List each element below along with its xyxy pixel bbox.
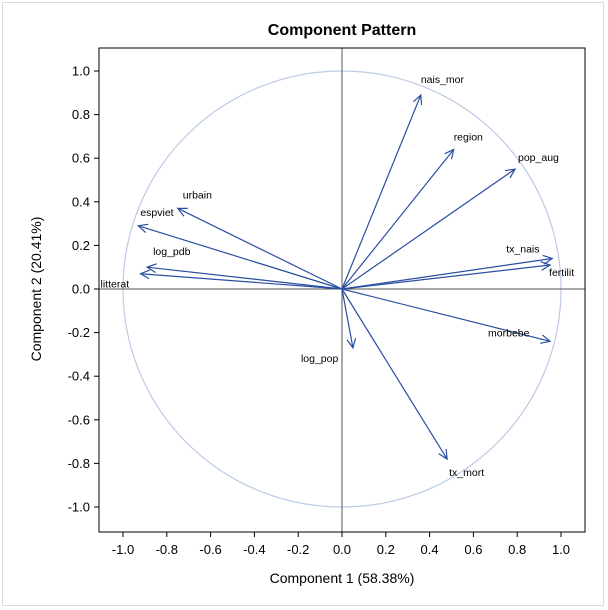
vector-label-espviet: espviet bbox=[140, 207, 173, 219]
x-tick-label: -0.6 bbox=[199, 542, 221, 557]
vector-layer bbox=[137, 93, 554, 461]
y-axis-title: Component 2 (20.41%) bbox=[28, 217, 44, 362]
x-tick-label: 0.4 bbox=[421, 542, 439, 557]
arrowhead-region bbox=[444, 148, 455, 160]
vector-label-tx_nais: tx_nais bbox=[506, 243, 539, 255]
arrowhead-log_pdb bbox=[145, 263, 157, 274]
arrowhead-nais_mor bbox=[413, 93, 423, 105]
x-tick-label: -0.4 bbox=[243, 542, 265, 557]
vector-label-litterat: litterat bbox=[101, 279, 130, 291]
vector-label-tx_mort: tx_mort bbox=[449, 467, 484, 479]
chart-title: Component Pattern bbox=[268, 22, 416, 39]
vector-espviet bbox=[138, 225, 343, 290]
y-tick-label: -1.0 bbox=[68, 500, 90, 515]
y-tick-label: 0.6 bbox=[72, 151, 90, 166]
vector-nais_mor bbox=[341, 94, 422, 290]
vector-label-region: region bbox=[454, 131, 483, 143]
arrowhead-morbebe bbox=[540, 334, 552, 344]
vector-label-morbebe: morbebe bbox=[488, 327, 530, 339]
x-tick-label: -0.2 bbox=[287, 542, 309, 557]
vector-fertilit bbox=[341, 264, 551, 290]
x-axis-title: Component 1 (58.38%) bbox=[270, 570, 415, 586]
y-tick-label: -0.4 bbox=[68, 369, 90, 384]
x-tick-label: 0.8 bbox=[508, 542, 526, 557]
arrowhead-espviet bbox=[137, 223, 149, 234]
vector-log_pdb bbox=[147, 266, 343, 290]
vector-label-log_pop: log_pop bbox=[301, 353, 339, 365]
vector-litterat bbox=[140, 273, 343, 290]
vector-label-pop_aug: pop_aug bbox=[518, 152, 559, 164]
arrowhead-pop_aug bbox=[505, 168, 517, 179]
y-tick-label: 1.0 bbox=[72, 64, 90, 79]
x-tick-label: 1.0 bbox=[552, 542, 570, 557]
arrowhead-log_pop bbox=[346, 338, 357, 350]
arrowhead-tx_mort bbox=[438, 449, 448, 461]
y-tick-label: -0.8 bbox=[68, 456, 90, 471]
vector-log_pop bbox=[341, 288, 354, 348]
vector-label-urbain: urbain bbox=[183, 189, 212, 201]
vector-morbebe bbox=[341, 288, 551, 342]
arrowhead-litterat bbox=[139, 269, 151, 280]
x-tick-label: -0.8 bbox=[156, 542, 178, 557]
vector-pop_aug bbox=[341, 168, 516, 290]
x-tick-label: 0.2 bbox=[377, 542, 395, 557]
arrowhead-tx_nais bbox=[542, 254, 554, 265]
vector-label-log_pdb: log_pdb bbox=[153, 246, 191, 258]
vector-label-fertilit: fertilit bbox=[549, 267, 574, 279]
x-tick-label: 0.0 bbox=[333, 542, 351, 557]
y-tick-label: -0.6 bbox=[68, 412, 90, 427]
y-tick-label: 0.4 bbox=[72, 194, 90, 209]
y-tick-label: 0.8 bbox=[72, 107, 90, 122]
x-tick-label: 0.6 bbox=[464, 542, 482, 557]
y-tick-label: 0.0 bbox=[72, 282, 90, 297]
vector-label-nais_mor: nais_mor bbox=[421, 74, 465, 86]
y-tick-label: 0.2 bbox=[72, 238, 90, 253]
arrowhead-fertilit bbox=[540, 261, 552, 271]
axes: -1.0 -0.8 -0.6 -0.4 -0.2 0.0 0.2 0.4 0.6 0.8 1.0 1.… bbox=[68, 47, 586, 557]
vector-urbain bbox=[177, 207, 343, 290]
vector-region bbox=[341, 149, 455, 290]
vector-tx_mort bbox=[341, 288, 448, 460]
y-tick-label: -0.2 bbox=[68, 325, 90, 340]
vector-tx_nais bbox=[341, 257, 553, 290]
x-tick-label: -1.0 bbox=[112, 542, 134, 557]
arrowhead-urbain bbox=[176, 207, 188, 217]
